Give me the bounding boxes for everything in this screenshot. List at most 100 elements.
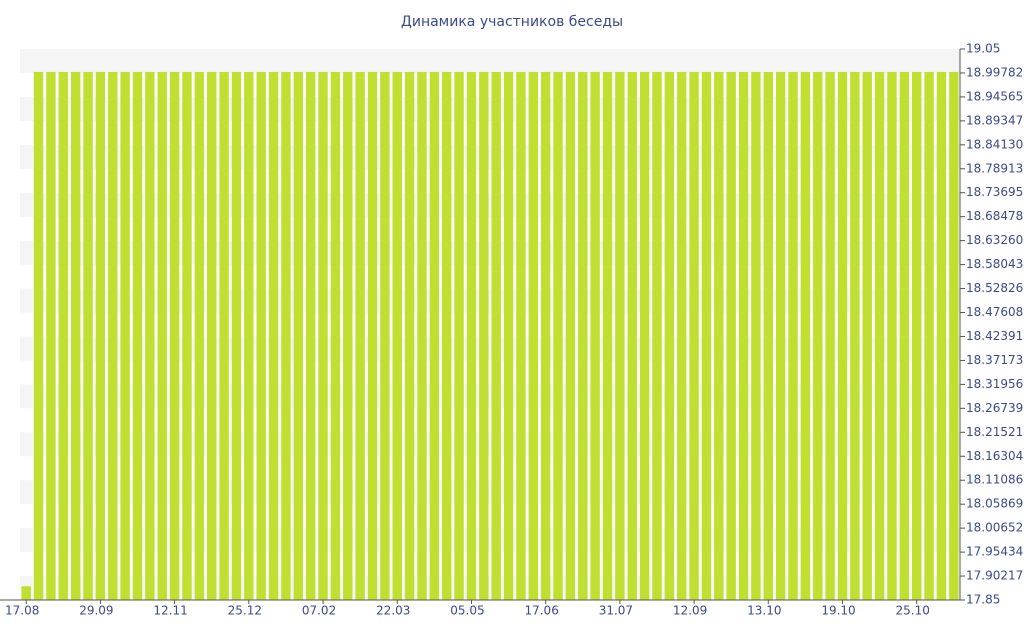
y-tick-label: 18.05869565 bbox=[966, 497, 1024, 511]
bar bbox=[293, 71, 303, 601]
background-stripe bbox=[20, 336, 960, 361]
x-tick-label: 29.09 bbox=[79, 604, 113, 618]
bar bbox=[392, 71, 402, 601]
bar bbox=[887, 71, 897, 601]
bar bbox=[145, 71, 155, 601]
bar bbox=[689, 71, 699, 601]
x-tick-label: 12.11 bbox=[153, 604, 187, 618]
bar bbox=[664, 71, 675, 601]
x-tick-label: 19.10 bbox=[821, 604, 855, 618]
bar bbox=[850, 71, 860, 601]
bar bbox=[330, 71, 341, 601]
bar bbox=[862, 71, 872, 601]
bar bbox=[108, 71, 118, 601]
bar bbox=[540, 71, 551, 601]
bar bbox=[21, 586, 31, 600]
bar bbox=[714, 71, 724, 601]
background-stripe bbox=[20, 192, 960, 217]
bar bbox=[404, 71, 415, 601]
bar bbox=[479, 71, 489, 601]
bar bbox=[837, 71, 848, 601]
bar bbox=[763, 71, 773, 601]
bar bbox=[528, 71, 538, 601]
background-stripe bbox=[20, 288, 960, 313]
bar bbox=[120, 71, 130, 601]
bar bbox=[652, 71, 662, 601]
bar bbox=[590, 71, 600, 601]
bar bbox=[639, 71, 650, 601]
bar bbox=[701, 71, 712, 601]
y-tick-label: 18.11086957 bbox=[966, 473, 1024, 487]
bar bbox=[800, 71, 811, 601]
x-tick-label: 25.10 bbox=[896, 604, 930, 618]
x-tick-label: 13.10 bbox=[747, 604, 781, 618]
bar bbox=[602, 71, 613, 601]
chart-title: Динамика участников беседы bbox=[401, 14, 623, 30]
bar bbox=[899, 71, 910, 601]
x-tick-label: 07.02 bbox=[302, 604, 336, 618]
y-tick-label: 18.52826087 bbox=[966, 281, 1024, 295]
bar bbox=[615, 71, 625, 601]
x-tick-label: 17.08 bbox=[5, 604, 39, 618]
bar bbox=[157, 71, 167, 601]
x-tick-label: 31.07 bbox=[599, 604, 633, 618]
bar bbox=[182, 71, 192, 601]
y-tick-label: 18.78913043 bbox=[966, 161, 1024, 175]
x-tick-label: 25.12 bbox=[228, 604, 262, 618]
bar bbox=[169, 71, 180, 601]
bar bbox=[775, 71, 786, 601]
y-tick-label: 19.05 bbox=[966, 42, 1000, 56]
y-tick-label: 17.95434783 bbox=[966, 545, 1024, 559]
bar bbox=[813, 71, 823, 601]
bar bbox=[132, 71, 143, 601]
bar bbox=[46, 71, 56, 601]
background-stripe bbox=[20, 240, 960, 265]
background-stripe bbox=[20, 49, 960, 73]
bar bbox=[924, 71, 934, 601]
y-tick-label: 17.90217391 bbox=[966, 569, 1024, 583]
x-tick-label: 17.06 bbox=[524, 604, 558, 618]
bar bbox=[949, 71, 959, 601]
background-stripe bbox=[20, 144, 960, 169]
bar bbox=[380, 71, 390, 601]
bar bbox=[268, 71, 279, 601]
background-stripe bbox=[20, 432, 960, 457]
bar bbox=[874, 71, 885, 601]
bar bbox=[565, 71, 576, 601]
bar bbox=[256, 71, 266, 601]
bar bbox=[343, 71, 353, 601]
bar bbox=[70, 71, 81, 601]
bar bbox=[207, 71, 217, 601]
y-tick-label: 18.42391304 bbox=[966, 329, 1024, 343]
bar bbox=[429, 71, 440, 601]
x-tick-label: 22.03 bbox=[376, 604, 410, 618]
bar bbox=[912, 71, 922, 601]
y-tick-label: 18.21521739 bbox=[966, 425, 1024, 439]
bar bbox=[281, 71, 291, 601]
y-tick-label: 18.00652174 bbox=[966, 521, 1024, 535]
bar bbox=[355, 71, 365, 601]
background-stripe bbox=[20, 384, 960, 409]
bar bbox=[442, 71, 452, 601]
y-tick-label: 18.37173913 bbox=[966, 353, 1024, 367]
x-tick-label: 05.05 bbox=[450, 604, 484, 618]
y-tick-label: 18.31956522 bbox=[966, 377, 1024, 391]
bar bbox=[367, 71, 378, 601]
bar bbox=[726, 71, 736, 601]
bar bbox=[58, 71, 68, 601]
bar bbox=[751, 71, 761, 601]
bar bbox=[466, 71, 477, 601]
y-tick-label: 18.16304348 bbox=[966, 449, 1024, 463]
y-tick-label: 18.2673913 bbox=[966, 401, 1024, 415]
x-tick-label: 12.09 bbox=[673, 604, 707, 618]
bar bbox=[516, 71, 526, 601]
bar bbox=[553, 71, 563, 601]
bar bbox=[194, 71, 205, 601]
bar bbox=[95, 71, 106, 601]
bar bbox=[491, 71, 501, 601]
y-tick-label: 18.68478261 bbox=[966, 209, 1024, 223]
bar bbox=[738, 71, 749, 601]
bar bbox=[825, 71, 835, 601]
y-tick-label: 18.47608696 bbox=[966, 305, 1024, 319]
